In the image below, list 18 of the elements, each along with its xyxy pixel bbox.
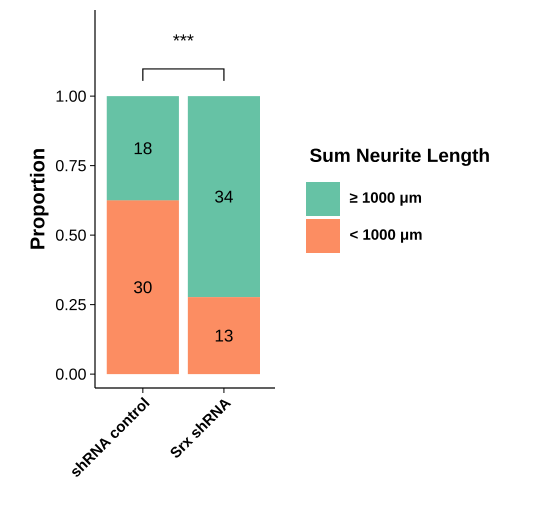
annotation: 18 — [134, 142, 152, 154]
y-tick-label: 0.50 — [56, 229, 86, 241]
annotation: 30 — [134, 281, 152, 294]
bar — [188, 297, 260, 374]
annotation: 13 — [216, 330, 233, 342]
y-tick-label: 0.75 — [56, 160, 86, 172]
bar — [106, 96, 179, 200]
bar — [188, 96, 260, 298]
annotation: 34 — [215, 190, 233, 203]
y-tick-label: 0.25 — [56, 298, 86, 310]
legend-label: ≥ 1000 μm — [350, 192, 422, 206]
y-tick-label: 0.00 — [56, 368, 86, 380]
y-tick-label: 1.00 — [56, 90, 86, 102]
bar — [106, 200, 179, 374]
y-axis-title: Proportion — [30, 149, 49, 249]
legend-title: Sum Neurite Length — [310, 148, 489, 166]
legend-label: < 1000 μm — [350, 229, 422, 243]
annotation: *** — [173, 34, 194, 41]
